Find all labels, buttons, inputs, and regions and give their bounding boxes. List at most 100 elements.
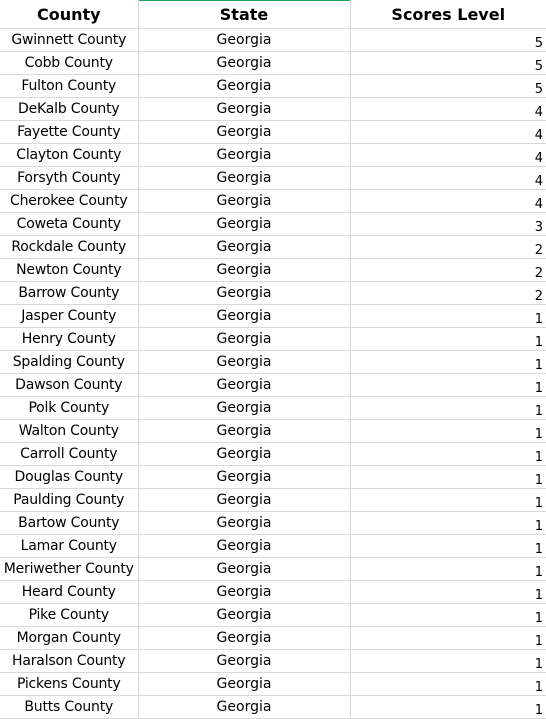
county-cell[interactable]: Clayton County bbox=[0, 143, 139, 167]
score-cell[interactable]: 4 bbox=[350, 97, 546, 121]
score-cell[interactable]: 1 bbox=[350, 649, 546, 673]
state-cell[interactable]: Georgia bbox=[138, 580, 351, 604]
state-cell[interactable]: Georgia bbox=[138, 28, 351, 52]
state-cell[interactable]: Georgia bbox=[138, 189, 351, 213]
county-cell[interactable]: Jasper County bbox=[0, 304, 139, 328]
score-cell[interactable]: 4 bbox=[350, 189, 546, 213]
state-cell[interactable]: Georgia bbox=[138, 442, 351, 466]
county-cell[interactable]: Bartow County bbox=[0, 511, 139, 535]
state-cell[interactable]: Georgia bbox=[138, 695, 351, 719]
county-cell[interactable]: Paulding County bbox=[0, 488, 139, 512]
state-cell[interactable]: Georgia bbox=[138, 143, 351, 167]
score-cell[interactable]: 1 bbox=[350, 557, 546, 581]
state-cell[interactable]: Georgia bbox=[138, 97, 351, 121]
state-cell[interactable]: Georgia bbox=[138, 74, 351, 98]
state-cell[interactable]: Georgia bbox=[138, 51, 351, 75]
score-cell[interactable]: 1 bbox=[350, 465, 546, 489]
county-cell[interactable]: Carroll County bbox=[0, 442, 139, 466]
county-cell[interactable]: Butts County bbox=[0, 695, 139, 719]
header-cell-state[interactable]: State bbox=[138, 0, 351, 29]
score-cell[interactable]: 4 bbox=[350, 143, 546, 167]
score-cell[interactable]: 1 bbox=[350, 327, 546, 351]
county-cell[interactable]: Dawson County bbox=[0, 373, 139, 397]
score-cell[interactable]: 2 bbox=[350, 258, 546, 282]
county-cell[interactable]: Pickens County bbox=[0, 672, 139, 696]
state-cell[interactable]: Georgia bbox=[138, 327, 351, 351]
county-cell[interactable]: Forsyth County bbox=[0, 166, 139, 190]
score-cell[interactable]: 1 bbox=[350, 350, 546, 374]
state-cell[interactable]: Georgia bbox=[138, 534, 351, 558]
county-cell[interactable]: Cobb County bbox=[0, 51, 139, 75]
state-cell[interactable]: Georgia bbox=[138, 166, 351, 190]
score-cell[interactable]: 3 bbox=[350, 212, 546, 236]
county-cell[interactable]: Douglas County bbox=[0, 465, 139, 489]
table-row: Meriwether County Georgia 1 bbox=[0, 557, 546, 581]
score-cell[interactable]: 1 bbox=[350, 603, 546, 627]
state-cell[interactable]: Georgia bbox=[138, 649, 351, 673]
score-cell[interactable]: 2 bbox=[350, 281, 546, 305]
county-cell[interactable]: Fayette County bbox=[0, 120, 139, 144]
county-cell[interactable]: Coweta County bbox=[0, 212, 139, 236]
county-cell[interactable]: Henry County bbox=[0, 327, 139, 351]
header-cell-scores-level[interactable]: Scores Level bbox=[350, 0, 546, 29]
county-cell[interactable]: Spalding County bbox=[0, 350, 139, 374]
score-cell[interactable]: 1 bbox=[350, 373, 546, 397]
county-cell[interactable]: DeKalb County bbox=[0, 97, 139, 121]
score-cell[interactable]: 4 bbox=[350, 120, 546, 144]
state-cell[interactable]: Georgia bbox=[138, 235, 351, 259]
header-cell-county[interactable]: County bbox=[0, 0, 139, 29]
county-cell[interactable]: Polk County bbox=[0, 396, 139, 420]
state-cell[interactable]: Georgia bbox=[138, 488, 351, 512]
table-row: Newton County Georgia 2 bbox=[0, 258, 546, 282]
score-cell[interactable]: 5 bbox=[350, 28, 546, 52]
state-cell[interactable]: Georgia bbox=[138, 557, 351, 581]
state-cell[interactable]: Georgia bbox=[138, 212, 351, 236]
state-cell[interactable]: Georgia bbox=[138, 396, 351, 420]
county-cell[interactable]: Fulton County bbox=[0, 74, 139, 98]
score-cell[interactable]: 1 bbox=[350, 304, 546, 328]
score-cell[interactable]: 1 bbox=[350, 419, 546, 443]
score-cell[interactable]: 1 bbox=[350, 511, 546, 535]
county-cell[interactable]: Rockdale County bbox=[0, 235, 139, 259]
table-row: Paulding County Georgia 1 bbox=[0, 488, 546, 512]
score-cell[interactable]: 1 bbox=[350, 442, 546, 466]
state-cell[interactable]: Georgia bbox=[138, 465, 351, 489]
county-cell[interactable]: Meriwether County bbox=[0, 557, 139, 581]
state-cell[interactable]: Georgia bbox=[138, 672, 351, 696]
county-cell[interactable]: Haralson County bbox=[0, 649, 139, 673]
county-cell[interactable]: Cherokee County bbox=[0, 189, 139, 213]
table-row: Pickens County Georgia 1 bbox=[0, 672, 546, 696]
score-cell[interactable]: 1 bbox=[350, 695, 546, 719]
state-cell[interactable]: Georgia bbox=[138, 281, 351, 305]
table-row: Heard County Georgia 1 bbox=[0, 580, 546, 604]
score-cell[interactable]: 1 bbox=[350, 626, 546, 650]
score-cell[interactable]: 4 bbox=[350, 166, 546, 190]
score-cell[interactable]: 5 bbox=[350, 51, 546, 75]
county-cell[interactable]: Barrow County bbox=[0, 281, 139, 305]
state-cell[interactable]: Georgia bbox=[138, 626, 351, 650]
state-cell[interactable]: Georgia bbox=[138, 419, 351, 443]
state-cell[interactable]: Georgia bbox=[138, 304, 351, 328]
table-row: Barrow County Georgia 2 bbox=[0, 281, 546, 305]
score-cell[interactable]: 1 bbox=[350, 396, 546, 420]
state-cell[interactable]: Georgia bbox=[138, 120, 351, 144]
county-cell[interactable]: Gwinnett County bbox=[0, 28, 139, 52]
county-cell[interactable]: Newton County bbox=[0, 258, 139, 282]
state-cell[interactable]: Georgia bbox=[138, 350, 351, 374]
state-cell[interactable]: Georgia bbox=[138, 511, 351, 535]
county-cell[interactable]: Walton County bbox=[0, 419, 139, 443]
state-cell[interactable]: Georgia bbox=[138, 373, 351, 397]
county-cell[interactable]: Morgan County bbox=[0, 626, 139, 650]
county-cell[interactable]: Lamar County bbox=[0, 534, 139, 558]
table-row: Cobb County Georgia 5 bbox=[0, 51, 546, 75]
state-cell[interactable]: Georgia bbox=[138, 258, 351, 282]
state-cell[interactable]: Georgia bbox=[138, 603, 351, 627]
score-cell[interactable]: 5 bbox=[350, 74, 546, 98]
score-cell[interactable]: 1 bbox=[350, 580, 546, 604]
county-cell[interactable]: Heard County bbox=[0, 580, 139, 604]
score-cell[interactable]: 1 bbox=[350, 672, 546, 696]
score-cell[interactable]: 1 bbox=[350, 534, 546, 558]
county-cell[interactable]: Pike County bbox=[0, 603, 139, 627]
score-cell[interactable]: 2 bbox=[350, 235, 546, 259]
score-cell[interactable]: 1 bbox=[350, 488, 546, 512]
